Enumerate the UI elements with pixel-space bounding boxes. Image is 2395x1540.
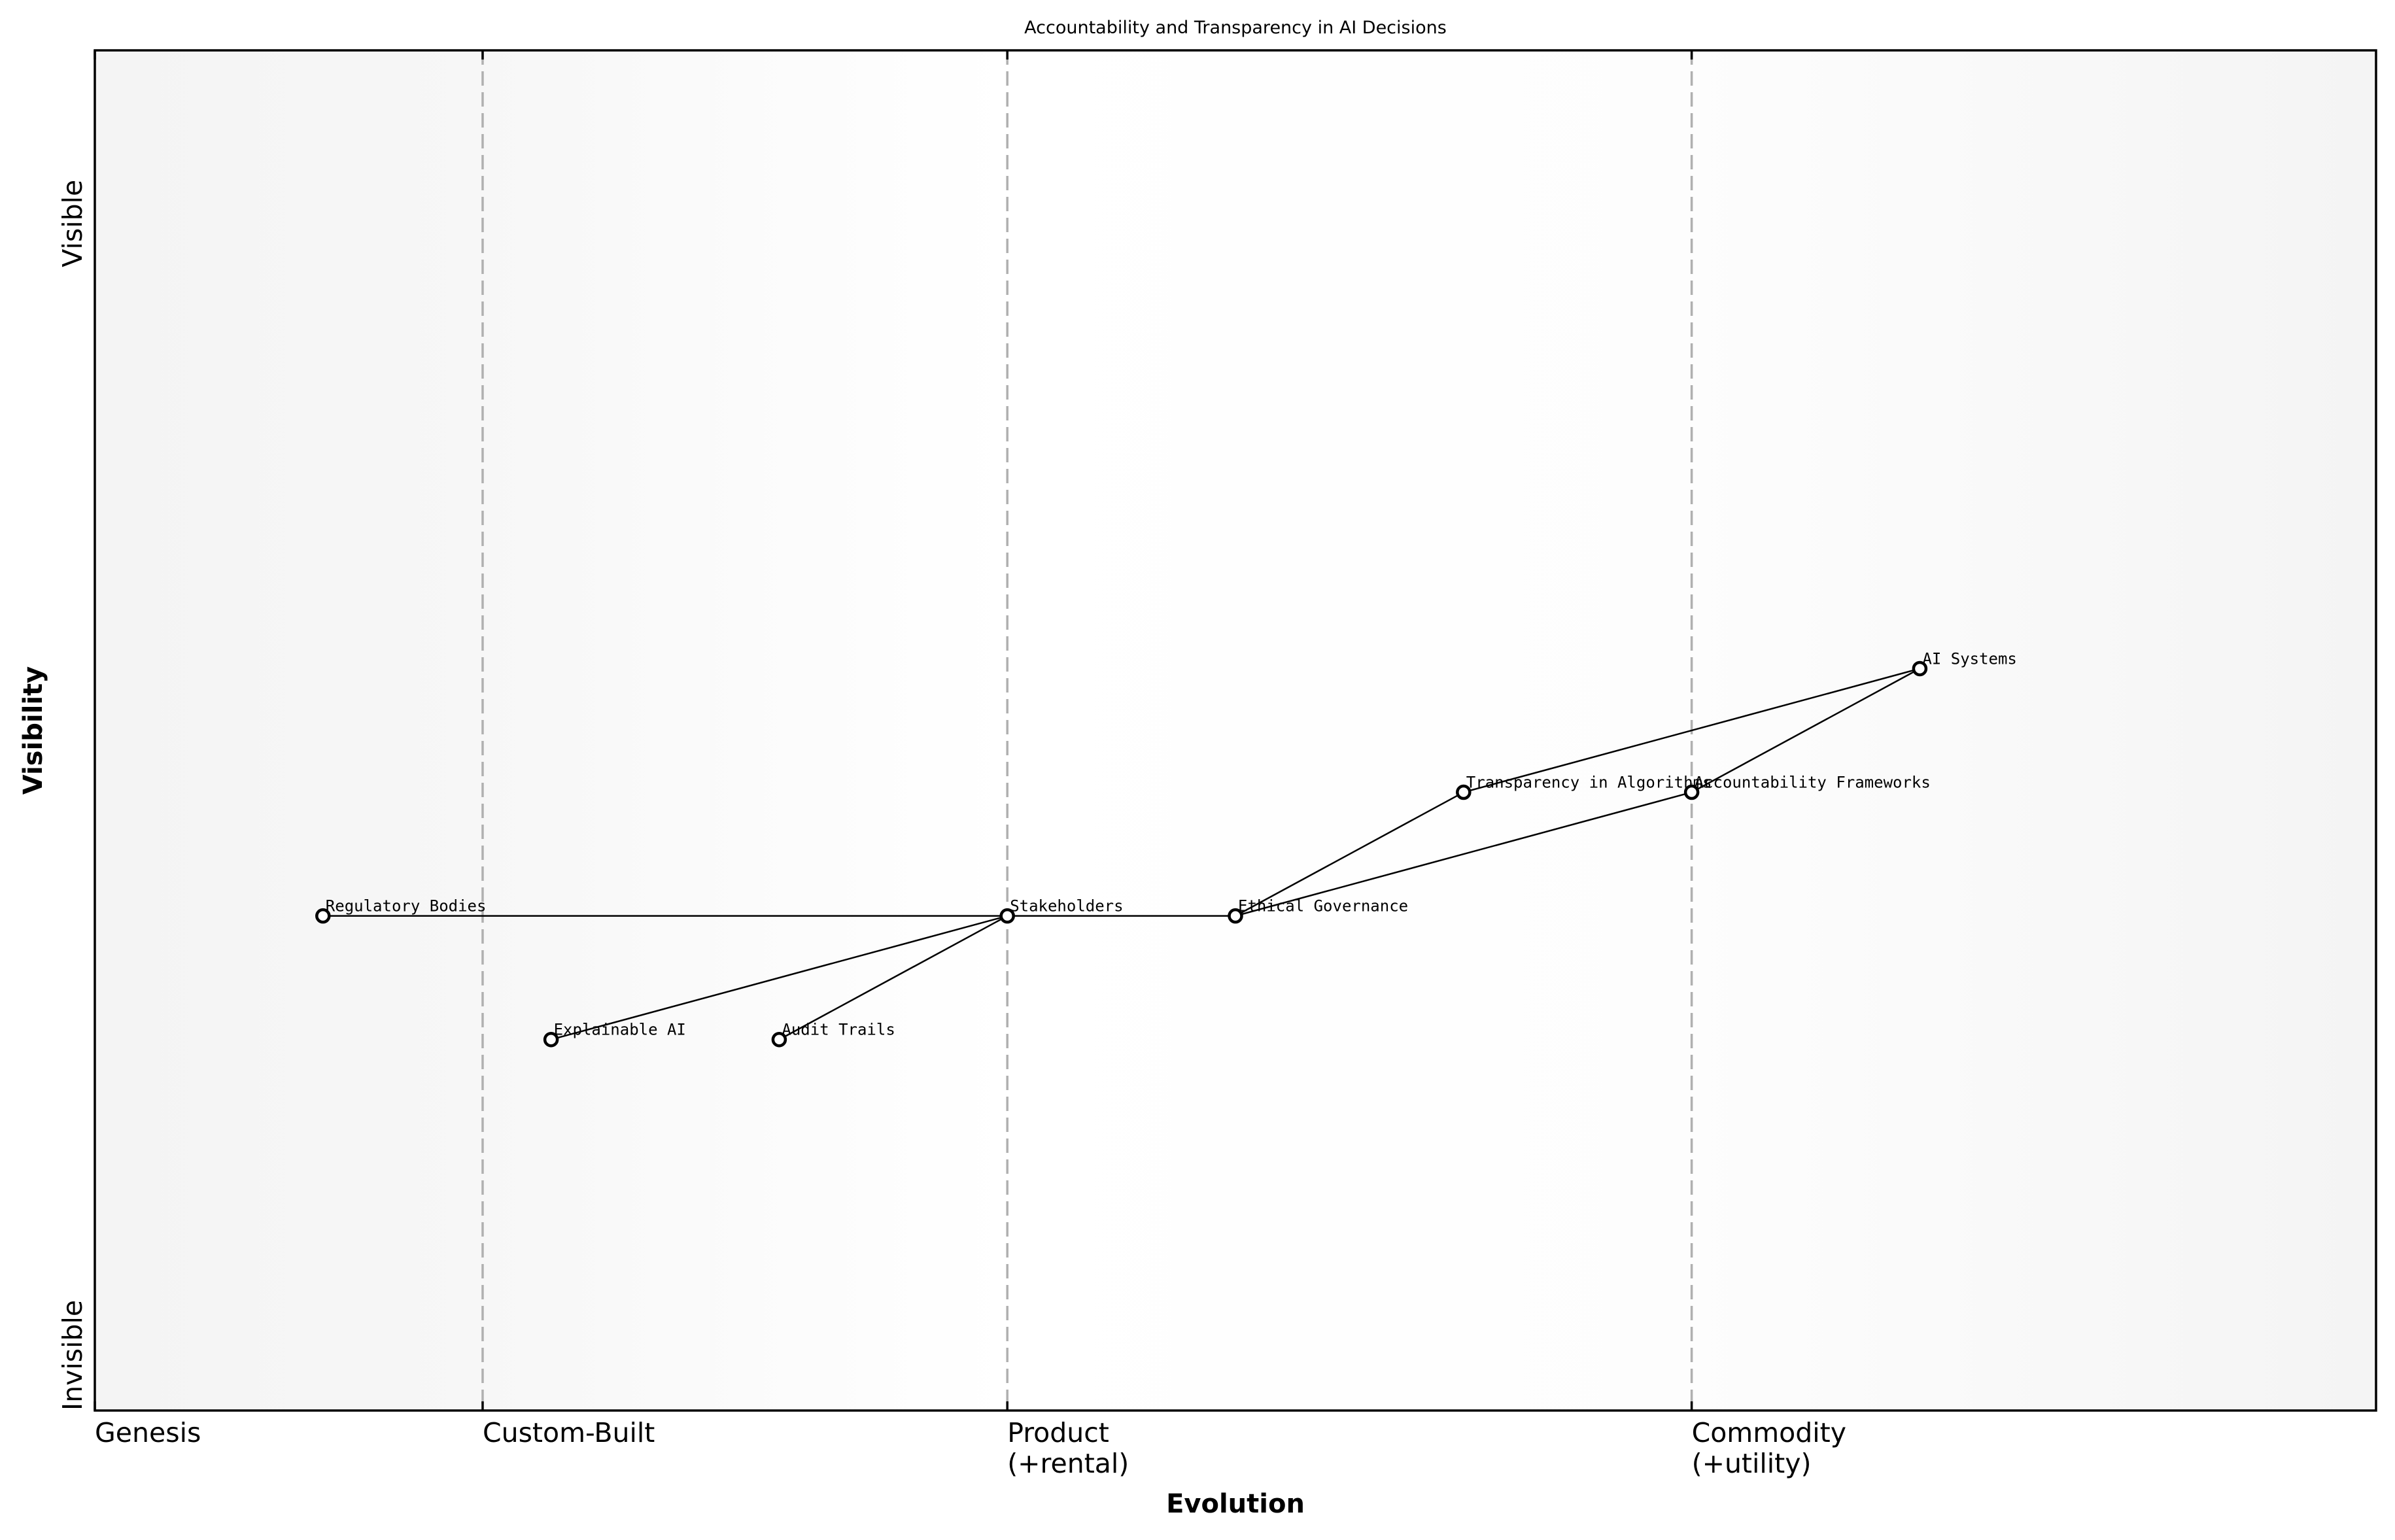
dependency-edge <box>1235 791 1692 917</box>
node-label: Audit Trails <box>782 1021 895 1039</box>
x-tick-label: Custom-Built <box>483 1417 655 1448</box>
chart-title: Accountability and Transparency in AI De… <box>1024 18 1447 38</box>
node-label: Stakeholders <box>1010 897 1123 915</box>
node-circle-icon <box>1456 784 1472 800</box>
dependency-edge <box>1691 668 1920 793</box>
plot-background <box>95 50 2376 1411</box>
axis-tick-marks <box>94 50 1693 1411</box>
node-label: Transparency in Algorithms <box>1466 774 1712 792</box>
component-node-audit: Audit Trails <box>771 1021 895 1048</box>
component-node-aisystems: AI Systems <box>1912 649 2017 677</box>
x-tick-label: Commodity (+utility) <box>1692 1417 1846 1479</box>
node-circle-icon <box>543 1031 559 1048</box>
component-node-ethical: Ethical Governance <box>1228 897 1408 924</box>
node-circle-icon <box>1683 784 1700 800</box>
y-tick-label: Visible <box>57 180 88 267</box>
node-label: Regulatory Bodies <box>326 897 487 915</box>
node-label: AI Systems <box>1922 649 2017 668</box>
component-node-transparency: Transparency in Algorithms <box>1456 774 1712 800</box>
node-circle-icon <box>1912 660 1928 677</box>
dependency-edge <box>778 915 1008 1040</box>
y-axis-tick-labels: Invisible Visible <box>57 180 88 1411</box>
node-circle-icon <box>771 1031 787 1048</box>
plot-frame <box>94 49 2377 1412</box>
x-axis-tick-labels: Genesis Custom-Built Product (+rental) Commo… <box>95 1417 1846 1479</box>
x-tick-label: Product (+rental) <box>1007 1417 1129 1479</box>
node-circle-icon <box>315 908 331 924</box>
dependency-edges <box>322 668 1920 1040</box>
node-circle-icon <box>1228 908 1243 924</box>
dependency-edge <box>1235 791 1464 917</box>
y-tick-label: Invisible <box>57 1300 88 1411</box>
node-label: Explainable AI <box>554 1021 686 1039</box>
dependency-edge <box>551 915 1008 1040</box>
node-label: Accountability Frameworks <box>1695 774 1931 792</box>
component-node-explainable: Explainable AI <box>543 1021 686 1048</box>
component-nodes: Regulatory Bodies Explainable AI Audit Tra… <box>315 649 2017 1048</box>
x-tick-label: Genesis <box>95 1417 201 1448</box>
node-circle-icon <box>999 908 1015 924</box>
x-axis-label: Evolution <box>1166 1489 1305 1519</box>
node-label: Ethical Governance <box>1238 897 1408 915</box>
dependency-edge <box>1463 668 1920 793</box>
component-node-accountability: Accountability Frameworks <box>1683 774 1931 800</box>
component-node-regulatory: Regulatory Bodies <box>315 897 487 924</box>
component-node-stakeholders: Stakeholders <box>999 897 1124 924</box>
y-axis-label: Visibility <box>18 666 48 795</box>
